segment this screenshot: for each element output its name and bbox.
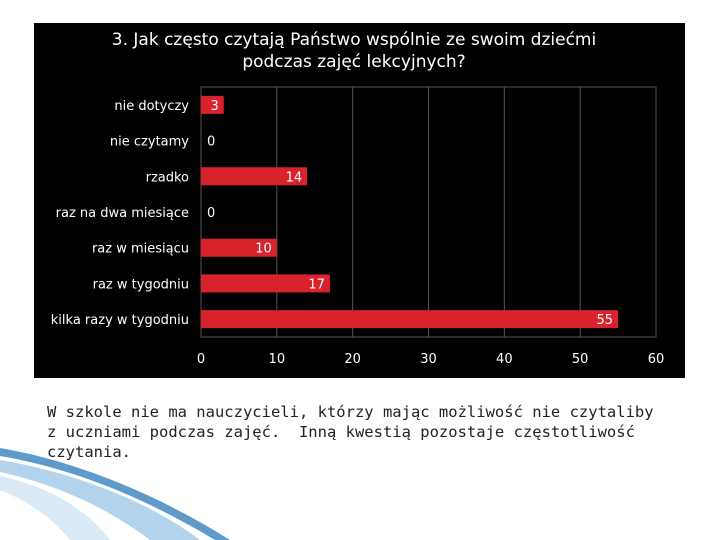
bar	[201, 274, 330, 293]
x-tick-label: 50	[572, 352, 589, 367]
category-label: nie czytamy	[110, 135, 189, 150]
category-label: raz w miesiącu	[92, 242, 189, 257]
value-label: 10	[255, 242, 272, 257]
x-tick-label: 40	[496, 352, 513, 367]
x-tick-label: 0	[197, 352, 205, 367]
category-label: rzadko	[146, 170, 189, 185]
bar	[201, 238, 277, 257]
value-label: 3	[210, 99, 218, 114]
bar-chart: 0 10 20 30 40 50 60 nie dotyczy 3 nie czytamy 0 rza…	[51, 86, 665, 367]
bar	[201, 167, 308, 186]
category-label: nie dotyczy	[114, 99, 189, 114]
value-label: 17	[308, 277, 325, 292]
value-label: 0	[207, 206, 215, 221]
value-label: 14	[286, 170, 303, 185]
category-label: raz na dwa miesiące	[56, 206, 189, 221]
bar	[201, 310, 619, 329]
value-label: 55	[597, 313, 614, 328]
x-tick-label: 60	[648, 352, 665, 367]
chart-panel: 3. Jak często czytają Państwo wspólnie z…	[34, 23, 685, 378]
bar	[201, 95, 224, 114]
category-label: kilka razy w tygodniu	[51, 313, 189, 328]
category-label: raz w tygodniu	[93, 277, 189, 292]
decorative-swoosh	[0, 448, 230, 540]
x-tick-label: 10	[269, 352, 286, 367]
chart-title: 3. Jak często czytają Państwo wspólnie z…	[111, 30, 597, 72]
x-tick-label: 30	[420, 352, 437, 367]
value-label: 0	[207, 135, 215, 150]
caption-text: W szkole nie ma nauczycieli, którzy mają…	[47, 403, 654, 461]
x-tick-label: 20	[344, 352, 361, 367]
